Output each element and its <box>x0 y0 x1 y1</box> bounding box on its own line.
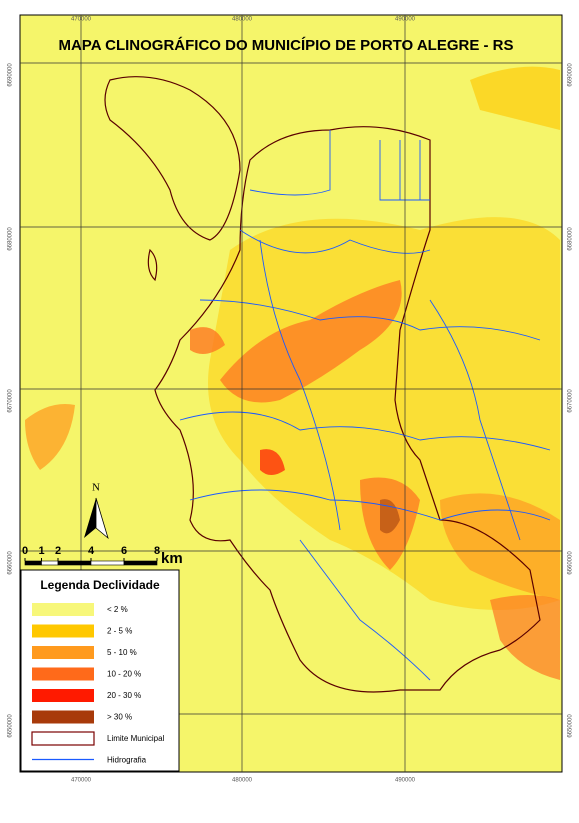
legend-label: 5 - 10 % <box>107 648 137 657</box>
y-coordinate: 6660000 <box>8 551 14 575</box>
map-title: MAPA CLINOGRÁFICO DO MUNICÍPIO DE PORTO … <box>58 37 513 54</box>
y-coordinate: 6690000 <box>8 63 14 87</box>
legend: Legenda Declividade < 2 % 2 - 5 % 5 - 10 %… <box>20 569 180 772</box>
scale-label: 0 <box>22 545 28 557</box>
x-coordinate: 490000 <box>395 778 416 784</box>
legend-label: 2 - 5 % <box>107 627 132 636</box>
legend-label: Hidrografia <box>107 756 147 765</box>
hydrography <box>179 130 551 681</box>
legend-swatch <box>32 624 94 638</box>
north-arrow: N <box>84 482 109 540</box>
municipal-limit <box>104 76 541 693</box>
scale-segment <box>57 560 92 566</box>
y-coordinate: 6650000 <box>568 714 574 738</box>
y-coordinate: 6680000 <box>8 227 14 251</box>
legend-swatch <box>32 646 94 659</box>
scale-label: 6 <box>121 545 127 557</box>
scale-label: 8 <box>154 545 160 557</box>
x-coordinate: 470000 <box>71 17 92 23</box>
legend-label: Limite Municipal <box>107 734 165 743</box>
north-label: N <box>92 482 100 494</box>
scale-label: 4 <box>88 545 95 557</box>
legend-label: > 30 % <box>107 713 132 722</box>
legend-swatch <box>32 667 94 681</box>
x-coordinate: 470000 <box>71 778 92 784</box>
y-coordinate: 6660000 <box>568 551 574 575</box>
y-coordinate: 6690000 <box>568 63 574 87</box>
x-coordinate: 480000 <box>232 778 253 784</box>
legend-label: 20 - 30 % <box>107 691 141 700</box>
legend-label: 10 - 20 % <box>107 670 141 679</box>
x-coordinate: 490000 <box>395 17 416 23</box>
legend-swatch <box>32 689 94 702</box>
y-coordinate: 6680000 <box>568 227 574 251</box>
legend-label: < 2 % <box>107 605 128 614</box>
y-coordinate: 6670000 <box>8 389 14 413</box>
scale-bar: 0 1 2 4 6 8 km <box>22 545 183 567</box>
y-coordinate: 6650000 <box>8 714 14 738</box>
legend-swatch <box>31 731 95 746</box>
legend-title: Legenda Declividade <box>40 578 160 592</box>
scale-segment <box>41 560 59 566</box>
legend-swatch <box>32 710 94 724</box>
scale-label: 2 <box>55 545 61 557</box>
scale-segment <box>90 560 125 566</box>
scale-unit: km <box>161 550 183 567</box>
x-coordinate: 480000 <box>232 17 253 23</box>
scale-label: 1 <box>38 545 44 557</box>
y-coordinate: 6670000 <box>568 389 574 413</box>
legend-swatch <box>32 603 94 616</box>
scale-segment <box>123 560 158 566</box>
scale-segment <box>24 560 42 566</box>
